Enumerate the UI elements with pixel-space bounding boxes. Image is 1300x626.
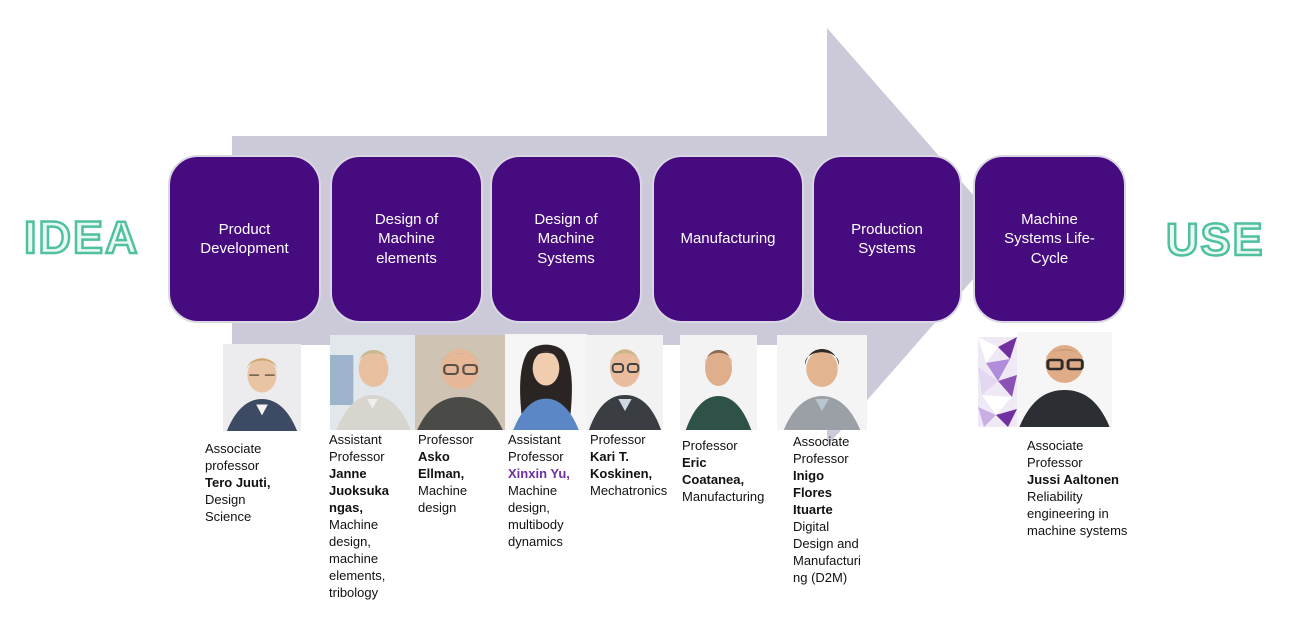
person-name: Janne Juoksukangas,	[329, 466, 389, 515]
use-label: USE	[1165, 213, 1265, 267]
person-title: Associate professor	[205, 441, 262, 473]
stage-label: Product Development	[200, 220, 289, 257]
person-name: Inigo Flores Ituarte	[793, 468, 833, 517]
stage-design-machine-elements: Design of Machine elements	[330, 155, 483, 323]
person-title: Professor	[590, 432, 646, 447]
person-title: Professor	[682, 438, 738, 453]
stage-production-systems: Production Systems	[812, 155, 962, 323]
eric-coatanea-photo	[680, 335, 757, 430]
stage-machine-systems-life-cycle: Machine Systems Life-Cycle	[973, 155, 1126, 323]
person-specialty: Machine design	[418, 483, 468, 515]
person-specialty: Manufacturing	[682, 489, 765, 504]
jussi-aaltonen-photo	[1017, 332, 1112, 427]
person-specialty: Mechatronics	[590, 483, 668, 498]
stage-label: Machine Systems Life-Cycle	[1004, 211, 1095, 267]
person-specialty: Design Science	[205, 492, 252, 524]
inigo-flores-ituarte-photo	[777, 335, 867, 430]
person-name: Kari T. Koskinen,	[590, 449, 653, 481]
person-caption-tero-juuti: Associate professor Tero Juuti, Design S…	[205, 440, 273, 525]
person-caption-jussi-aaltonen: Associate Professor Jussi Aaltonen Relia…	[1027, 437, 1139, 539]
person-caption-janne-juoksukangas: Assistant Professor Janne Juoksukangas, …	[329, 431, 391, 601]
asko-ellman-photo	[415, 335, 505, 430]
person-caption-eric-coatanea: Professor Eric Coatanea, Manufacturing	[682, 437, 772, 505]
person-caption-inigo-flores-ituarte: Associate Professor Inigo Flores Ituarte…	[793, 433, 865, 586]
person-name: Tero Juuti,	[205, 475, 271, 490]
stage-label: Design of Machine elements	[374, 211, 439, 267]
person-caption-xinxin-yu: Assistant Professor Xinxin Yu, Machine d…	[508, 431, 574, 550]
person-title: Associate Professor	[1027, 438, 1084, 470]
person-name: Eric Coatanea,	[682, 455, 745, 487]
person-specialty: Machine design, multibody dynamics	[508, 483, 564, 549]
xinxin-yu-photo	[505, 334, 587, 430]
person-specialty: Digital Design and Manufacturing (D2M)	[793, 519, 861, 585]
person-specialty: Machine design, machine elements, tribol…	[329, 517, 386, 600]
person-title: Assistant Professor	[329, 432, 385, 464]
stage-label: Production Systems	[851, 220, 923, 257]
stage-product-development: Product Development	[168, 155, 321, 323]
person-name: Asko Ellman,	[418, 449, 465, 481]
person-caption-kari-koskinen: Professor Kari T. Koskinen, Mechatronics	[590, 431, 676, 499]
idea-label: IDEA	[23, 211, 140, 265]
person-name: Jussi Aaltonen	[1027, 472, 1119, 487]
stage-label: Design of Machine Systems	[534, 211, 598, 267]
tero-juuti-photo	[223, 344, 301, 431]
stage-label: Manufacturing	[680, 230, 776, 248]
lowpoly-decoration	[978, 337, 1017, 427]
person-title: Assistant Professor	[508, 432, 564, 464]
kari-koskinen-photo	[587, 335, 663, 430]
stage-manufacturing: Manufacturing	[652, 155, 804, 323]
stage-design-machine-systems: Design of Machine Systems	[490, 155, 642, 323]
person-name: Xinxin Yu,	[508, 466, 570, 481]
person-title: Professor	[418, 432, 474, 447]
janne-juoksukangas-photo	[330, 335, 415, 430]
person-specialty: Reliability engineering in machine syste…	[1027, 489, 1128, 538]
person-title: Associate Professor	[793, 434, 850, 466]
person-caption-asko-ellman: Professor Asko Ellman, Machine design	[418, 431, 482, 516]
